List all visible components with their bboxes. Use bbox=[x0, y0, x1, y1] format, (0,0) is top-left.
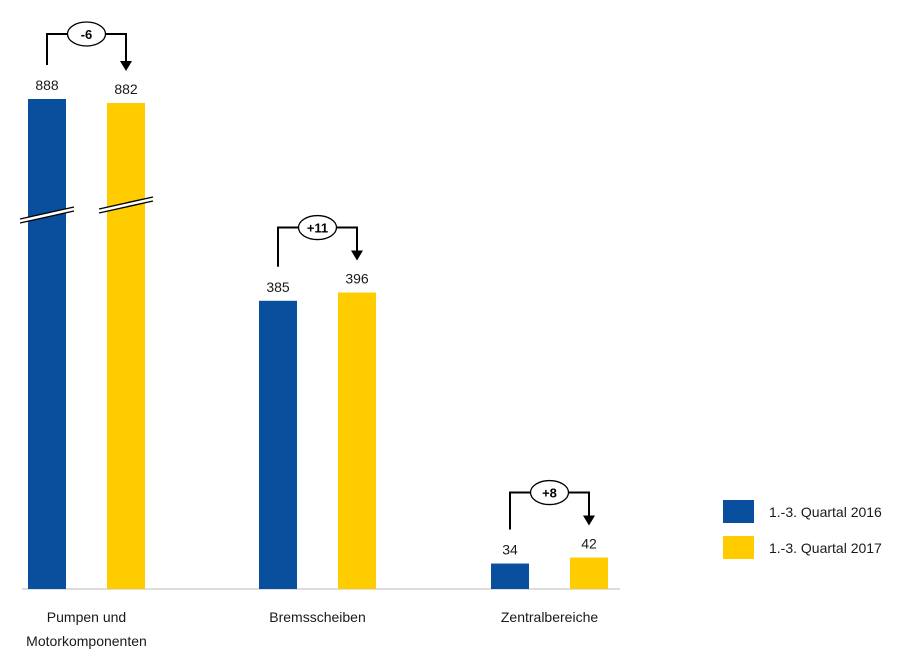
legend-swatch bbox=[723, 536, 754, 559]
category-label: Zentralbereiche bbox=[501, 609, 598, 625]
category-label: Pumpen und bbox=[47, 609, 126, 625]
legend-label: 1.-3. Quartal 2016 bbox=[769, 504, 882, 520]
delta-annotation: +8 bbox=[509, 479, 595, 530]
category-label: Motorkomponenten bbox=[26, 633, 147, 649]
bar-2016-2 bbox=[259, 300, 297, 589]
arrow-down-icon bbox=[120, 61, 132, 71]
category-label: Bremsscheiben bbox=[269, 609, 366, 625]
delta-badge bbox=[529, 479, 570, 506]
delta-label: +8 bbox=[542, 486, 557, 501]
delta-label: +11 bbox=[307, 221, 328, 236]
bar-2017-3 bbox=[570, 557, 608, 589]
axis-break-mark bbox=[19, 206, 75, 224]
value-label: 42 bbox=[581, 536, 597, 552]
bar-2017-2 bbox=[338, 292, 376, 589]
arrow-down-icon bbox=[583, 515, 595, 526]
bar-2016-1 bbox=[28, 99, 66, 589]
value-label: 882 bbox=[114, 81, 138, 97]
delta-badge bbox=[297, 214, 338, 241]
delta-annotations: -6 +11 +8 bbox=[46, 21, 595, 530]
bar-2017-1 bbox=[107, 103, 145, 589]
delta-badge bbox=[66, 21, 107, 47]
value-labels: 888 882 385 396 34 42 bbox=[35, 77, 597, 558]
legend-label: 1.-3. Quartal 2017 bbox=[769, 540, 882, 556]
value-label: 396 bbox=[345, 271, 369, 287]
bar-2016-3 bbox=[491, 563, 529, 589]
delta-label: -6 bbox=[81, 27, 93, 42]
delta-annotation: +11 bbox=[277, 214, 363, 267]
value-label: 385 bbox=[266, 279, 290, 295]
delta-annotation: -6 bbox=[46, 21, 132, 71]
arrow-down-icon bbox=[351, 250, 363, 261]
bars-layer bbox=[19, 99, 608, 589]
legend-swatch bbox=[723, 500, 754, 523]
value-label: 888 bbox=[35, 77, 59, 93]
legend: 1.-3. Quartal 2016 1.-3. Quartal 2017 bbox=[723, 500, 882, 559]
value-label: 34 bbox=[502, 542, 518, 558]
category-labels: Pumpen und Motorkomponenten Bremsscheiben Z… bbox=[26, 609, 598, 649]
axis-break-mark bbox=[98, 196, 154, 214]
